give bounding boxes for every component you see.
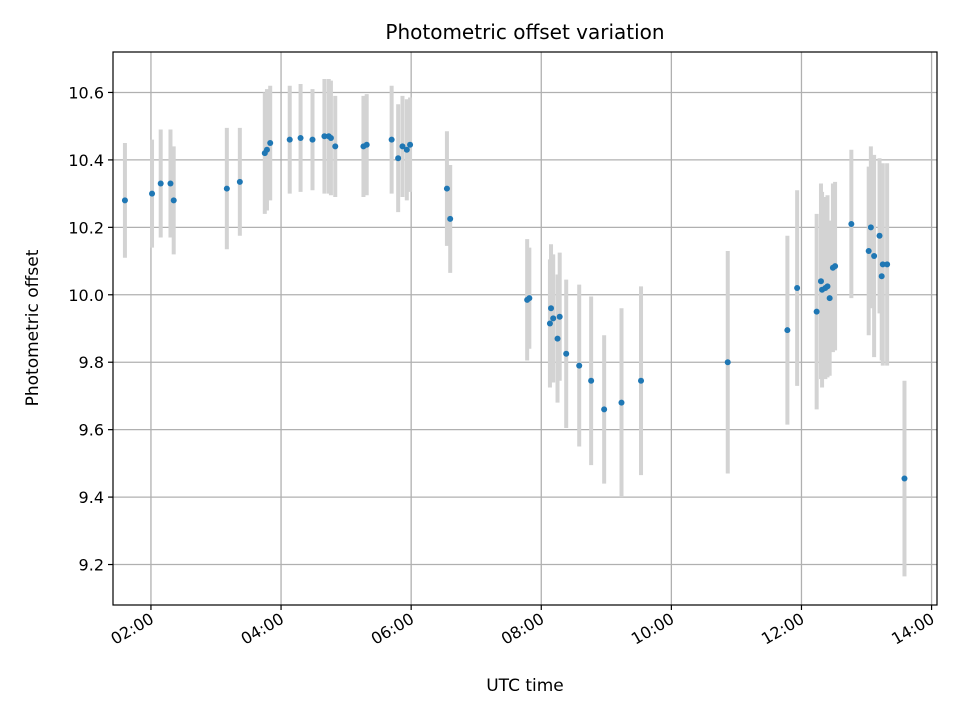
data-point — [878, 273, 885, 280]
x-tick-label: 06:00 — [368, 609, 417, 649]
data-point — [576, 362, 583, 369]
data-point — [526, 295, 533, 302]
data-point — [407, 141, 414, 148]
x-tick-label: 08:00 — [498, 609, 547, 649]
grid — [113, 52, 937, 605]
data-point — [286, 136, 293, 143]
data-point — [813, 308, 820, 315]
data-point — [447, 215, 454, 222]
y-tick-label: 10.6 — [68, 83, 104, 102]
data-point — [601, 406, 608, 413]
data-point — [879, 261, 886, 268]
data-point — [443, 185, 450, 192]
data-points — [121, 133, 908, 482]
data-point — [399, 143, 406, 150]
data-point — [546, 320, 553, 327]
data-point — [724, 359, 731, 366]
x-tick-label: 02:00 — [108, 609, 157, 649]
x-tick-label: 14:00 — [888, 609, 937, 649]
data-point — [901, 475, 908, 482]
x-tick-label: 04:00 — [238, 609, 287, 649]
data-point — [550, 315, 557, 322]
data-point — [563, 350, 570, 357]
data-point — [267, 140, 274, 147]
data-point — [848, 220, 855, 227]
y-axis: 9.2 9.4 9.6 9.8 10.0 10.2 10.4 10.6 — [68, 83, 113, 575]
x-tick-label: 12:00 — [758, 609, 807, 649]
data-point — [826, 295, 833, 302]
data-point — [388, 136, 395, 143]
x-axis: 02:00 04:00 06:00 08:00 10:00 12:00 14:00 — [108, 605, 938, 649]
data-point — [548, 305, 555, 312]
x-axis-label: UTC time — [486, 676, 564, 696]
data-point — [554, 335, 561, 342]
data-point — [824, 283, 831, 290]
data-point — [865, 247, 872, 254]
data-point — [618, 399, 625, 406]
data-point — [556, 313, 563, 320]
data-point — [884, 261, 891, 268]
data-point — [395, 155, 402, 162]
data-point — [223, 185, 230, 192]
data-point — [167, 180, 174, 187]
data-point — [121, 197, 128, 204]
y-tick-label: 10.4 — [68, 151, 104, 170]
data-point — [867, 224, 874, 231]
data-point — [236, 178, 243, 185]
y-tick-label: 9.8 — [79, 353, 104, 372]
data-point — [363, 141, 370, 148]
y-tick-label: 10.0 — [68, 286, 104, 305]
y-tick-label: 9.2 — [79, 556, 104, 575]
data-point — [638, 377, 645, 384]
data-point — [832, 263, 839, 270]
y-tick-label: 9.4 — [79, 488, 104, 507]
data-point — [321, 133, 328, 140]
data-point — [871, 253, 878, 260]
data-point — [588, 377, 595, 384]
data-point — [332, 143, 339, 150]
data-point — [327, 134, 334, 141]
y-axis-label: Photometric offset — [23, 249, 43, 406]
data-point — [149, 190, 156, 197]
data-point — [403, 146, 410, 153]
data-point — [170, 197, 177, 204]
data-point — [876, 232, 883, 239]
plot-frame — [112, 51, 938, 606]
x-tick-label: 10:00 — [628, 609, 677, 649]
data-point — [157, 180, 164, 187]
chart-title: Photometric offset variation — [385, 20, 664, 44]
y-tick-label: 10.2 — [68, 218, 104, 237]
data-point — [784, 327, 791, 334]
y-tick-label: 9.6 — [79, 421, 104, 440]
data-point — [263, 146, 270, 153]
data-point — [297, 134, 304, 141]
data-point — [309, 136, 316, 143]
data-point — [817, 278, 824, 285]
data-point — [794, 285, 801, 292]
